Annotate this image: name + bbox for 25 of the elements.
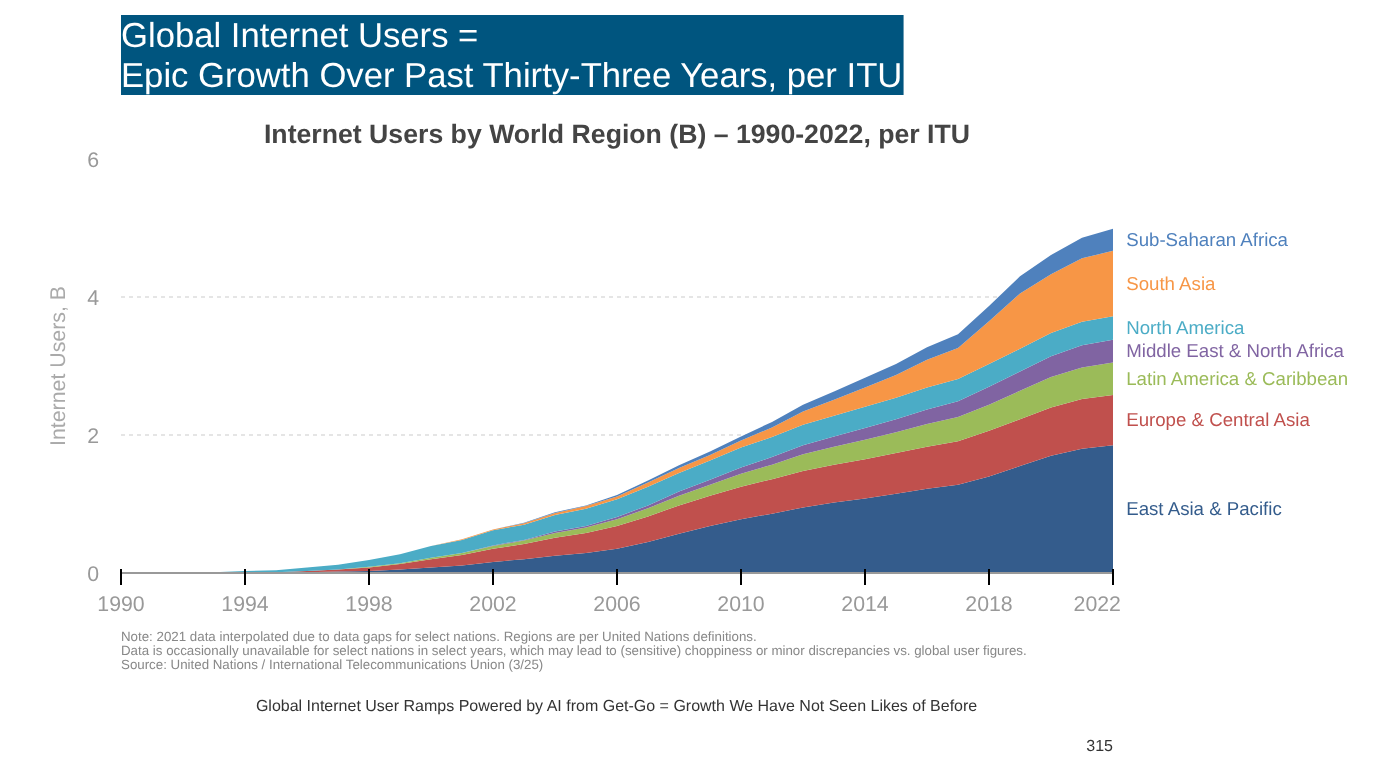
y-tick-label: 2 bbox=[87, 425, 100, 449]
chart-title: Global Internet Users = Epic Growth Over Past Thirty-Three Years, per ITU bbox=[121, 15, 903, 95]
x-tick-label: 2002 bbox=[469, 593, 517, 617]
x-tick-label: 2022 bbox=[1073, 593, 1122, 617]
series-label: Middle East & North Africa bbox=[1126, 341, 1346, 362]
x-tick-label: 2010 bbox=[717, 593, 765, 617]
text: 315 bbox=[1086, 737, 1115, 755]
y-tick-label: 0 bbox=[87, 563, 100, 587]
series-label: South Asia bbox=[1126, 273, 1218, 294]
text: Global Internet User Ramps Powered by AI from Get-Go = Growth We Have Not Seen Likes of Before bbox=[255, 697, 979, 715]
x-tick-label: 1998 bbox=[345, 593, 393, 617]
x-tick-label: 2018 bbox=[965, 593, 1013, 617]
x-tick-label: 1994 bbox=[221, 593, 269, 617]
y-axis-title: Internet Users, B bbox=[47, 286, 72, 446]
series-label: Latin America & Caribbean bbox=[1126, 368, 1349, 389]
y-tick-label: 6 bbox=[87, 149, 100, 173]
x-tick-label: 1990 bbox=[97, 593, 145, 617]
series-label: North America bbox=[1126, 318, 1247, 339]
series-label: East Asia & Pacific bbox=[1126, 499, 1283, 520]
y-tick-label: 4 bbox=[87, 287, 100, 311]
x-tick-label: 2014 bbox=[841, 593, 889, 617]
chart-subtitle: Internet Users by World Region (B) – 1990-2022, per ITU bbox=[263, 119, 971, 149]
series-label: Sub-Saharan Africa bbox=[1126, 229, 1290, 250]
x-tick-label: 2006 bbox=[593, 593, 641, 617]
series-label: Europe & Central Asia bbox=[1126, 410, 1312, 431]
